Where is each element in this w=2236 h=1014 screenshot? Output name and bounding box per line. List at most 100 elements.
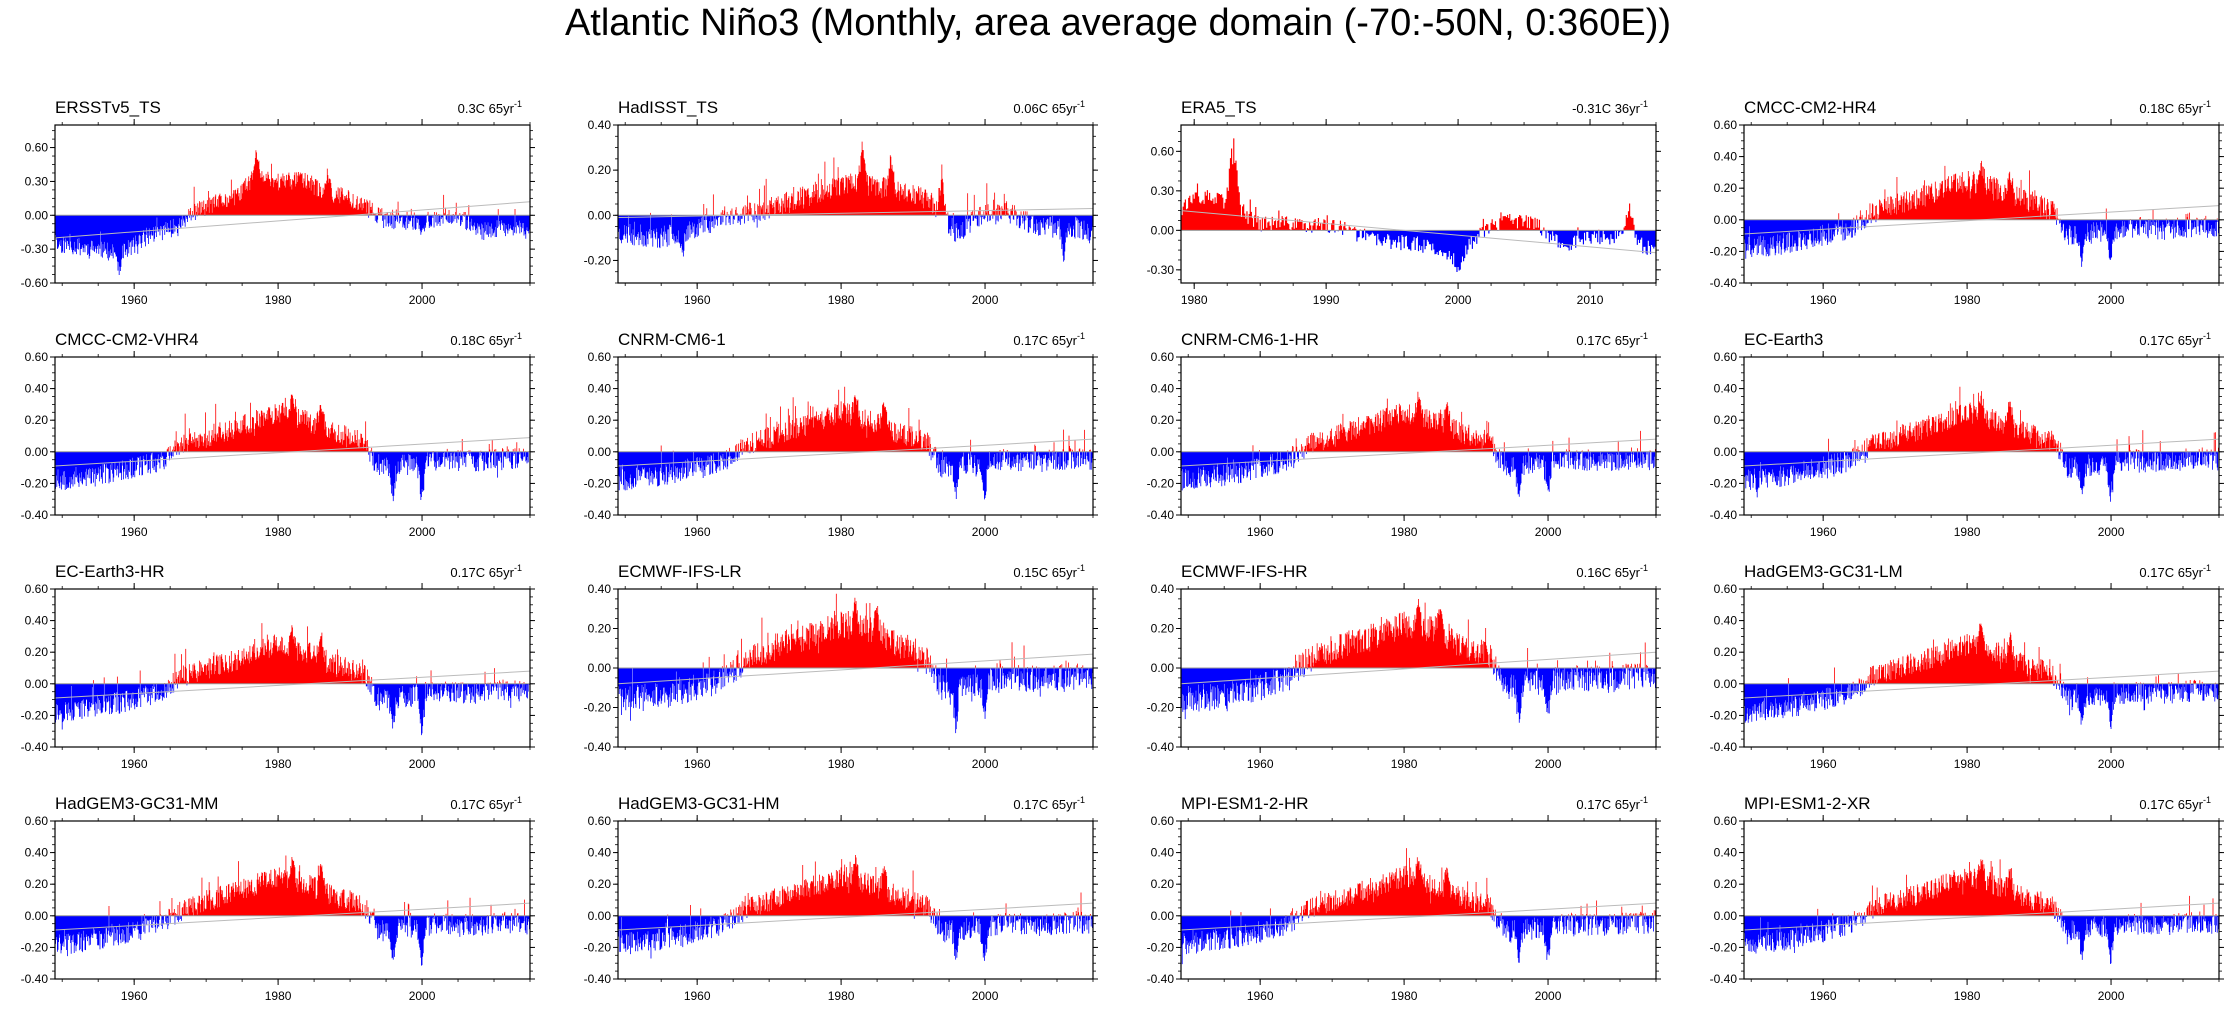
panel-hadgem3-gc31-mm: HadGEM3-GC31-MM 0.17C 65yr-1 -0.40 -0.20 0.0… (21, 794, 535, 1003)
y-tick-label: -0.20 (1710, 476, 1738, 490)
x-tick-label: 1980 (1181, 293, 1208, 307)
trend-value: 0.16C 65yr (1576, 565, 1640, 580)
x-tick-label: 1960 (684, 989, 711, 1003)
y-tick-label: 0.20 (588, 163, 612, 177)
x-tick-label: 1960 (121, 757, 148, 771)
x-tick-label: 1960 (1247, 525, 1274, 539)
panel-mpi-esm1-2-hr: MPI-ESM1-2-HR 0.17C 65yr-1 -0.40 -0.20 0.00 0… (1147, 794, 1661, 1003)
y-tick-label: 0.00 (25, 208, 49, 222)
y-tick-label: -0.40 (1710, 740, 1738, 754)
y-tick-label: -0.30 (1147, 263, 1175, 277)
trend-value: 0.17C 65yr (2139, 333, 2203, 348)
x-tick-label: 1960 (1810, 293, 1837, 307)
trend-label: 0.17C 65yr-1 (1576, 331, 1648, 348)
y-tick-label: 0.60 (1714, 350, 1738, 364)
trend-label: 0.15C 65yr-1 (1013, 563, 1085, 580)
y-tick-label: 0.60 (25, 582, 49, 596)
panel-title: ERSSTv5_TS (55, 98, 161, 117)
trend-label: 0.18C 65yr-1 (2139, 99, 2211, 116)
panel-ersstv5-ts: ERSSTv5_TS 0.3C 65yr-1 -0.60 -0.30 0.00 0.30 0… (21, 98, 535, 307)
trend-value: 0.17C 65yr (450, 565, 514, 580)
x-tick-label: 2000 (972, 989, 999, 1003)
panel-title: CNRM-CM6-1 (618, 330, 726, 349)
trend-label: 0.17C 65yr-1 (2139, 331, 2211, 348)
trend-unit-exponent: -1 (2203, 563, 2211, 573)
trend-line (54, 902, 531, 931)
panel-title: EC-Earth3 (1744, 330, 1823, 349)
trend-line (54, 670, 531, 699)
y-tick-label: -0.40 (1710, 972, 1738, 986)
panel-cmcc-cm2-hr4: CMCC-CM2-HR4 0.18C 65yr-1 -0.40 -0.20 0.00 0.… (1710, 98, 2224, 307)
y-tick-label: -0.20 (584, 940, 612, 954)
panel-title: CNRM-CM6-1-HR (1181, 330, 1319, 349)
y-tick-label: -0.40 (1710, 276, 1738, 290)
trend-unit-exponent: -1 (1077, 99, 1085, 109)
trend-line (617, 208, 1094, 219)
y-tick-label: -0.20 (584, 253, 612, 267)
y-tick-label: 0.00 (1151, 223, 1175, 237)
y-tick-label: 0.20 (588, 622, 612, 636)
y-tick-label: -0.20 (1710, 244, 1738, 258)
y-tick-label: 0.00 (588, 208, 612, 222)
trend-unit-exponent: -1 (2203, 795, 2211, 805)
trend-unit-exponent: -1 (1077, 795, 1085, 805)
panel-era5-ts: ERA5_TS -0.31C 36yr-1 -0.30 0.00 0.30 0.60 198… (1147, 98, 1661, 307)
y-tick-label: 0.20 (1714, 877, 1738, 891)
trend-label: 0.06C 65yr-1 (1013, 99, 1085, 116)
y-tick-label: -0.30 (21, 242, 49, 256)
trend-unit-exponent: -1 (514, 795, 522, 805)
y-tick-label: 0.40 (1714, 614, 1738, 628)
panel-title: MPI-ESM1-2-XR (1744, 794, 1871, 813)
x-tick-label: 1960 (1810, 525, 1837, 539)
trend-unit-exponent: -1 (514, 563, 522, 573)
positive-anomaly-bars (649, 141, 1028, 216)
trend-label: 0.18C 65yr-1 (450, 331, 522, 348)
x-tick-label: 2000 (972, 293, 999, 307)
panel-cmcc-cm2-vhr4: CMCC-CM2-VHR4 0.18C 65yr-1 -0.40 -0.20 0.00 0… (21, 330, 535, 539)
x-tick-label: 1980 (265, 757, 292, 771)
y-tick-label: 0.60 (1714, 582, 1738, 596)
trend-label: -0.31C 36yr-1 (1572, 99, 1648, 116)
y-tick-label: -0.40 (584, 972, 612, 986)
y-tick-label: 0.20 (588, 877, 612, 891)
trend-value: 0.17C 65yr (2139, 797, 2203, 812)
panel-title: ERA5_TS (1181, 98, 1257, 117)
x-tick-label: 1960 (1247, 757, 1274, 771)
panel-cnrm-cm6-1-hr: CNRM-CM6-1-HR 0.17C 65yr-1 -0.40 -0.20 0.00 0… (1147, 330, 1661, 539)
trend-value: 0.06C 65yr (1013, 101, 1077, 116)
trend-line (617, 438, 1094, 467)
y-tick-label: -0.20 (584, 476, 612, 490)
trend-unit-exponent: -1 (514, 99, 522, 109)
trend-line (1743, 438, 2220, 467)
y-tick-label: -0.20 (1147, 701, 1175, 715)
y-tick-label: 0.00 (588, 661, 612, 675)
x-tick-label: 1960 (121, 989, 148, 1003)
x-tick-label: 1960 (1247, 989, 1274, 1003)
trend-line (1180, 210, 1657, 254)
trend-value: 0.18C 65yr (450, 333, 514, 348)
negative-anomaly-bars (1744, 915, 2219, 965)
trend-line (617, 902, 1094, 931)
y-tick-label: 0.00 (1151, 445, 1175, 459)
trend-label: 0.17C 65yr-1 (2139, 563, 2211, 580)
x-tick-label: 1960 (121, 525, 148, 539)
trend-line (1743, 670, 2220, 699)
y-tick-label: 0.60 (25, 141, 49, 155)
y-tick-label: 0.00 (25, 445, 49, 459)
x-tick-label: 1980 (1954, 989, 1981, 1003)
x-tick-label: 2000 (2098, 525, 2125, 539)
trend-unit-exponent: -1 (1640, 331, 1648, 341)
y-tick-label: 0.40 (588, 582, 612, 596)
x-tick-label: 2000 (972, 525, 999, 539)
positive-anomaly-bars (92, 623, 525, 684)
panel-title: HadISST_TS (618, 98, 718, 117)
y-tick-label: 0.60 (1151, 350, 1175, 364)
trend-label: 0.16C 65yr-1 (1576, 563, 1648, 580)
trend-unit-exponent: -1 (1640, 795, 1648, 805)
panel-title: MPI-ESM1-2-HR (1181, 794, 1309, 813)
x-tick-label: 2000 (1535, 757, 1562, 771)
y-tick-label: -0.40 (584, 740, 612, 754)
trend-value: -0.31C 36yr (1572, 101, 1641, 116)
y-tick-label: -0.40 (1147, 972, 1175, 986)
